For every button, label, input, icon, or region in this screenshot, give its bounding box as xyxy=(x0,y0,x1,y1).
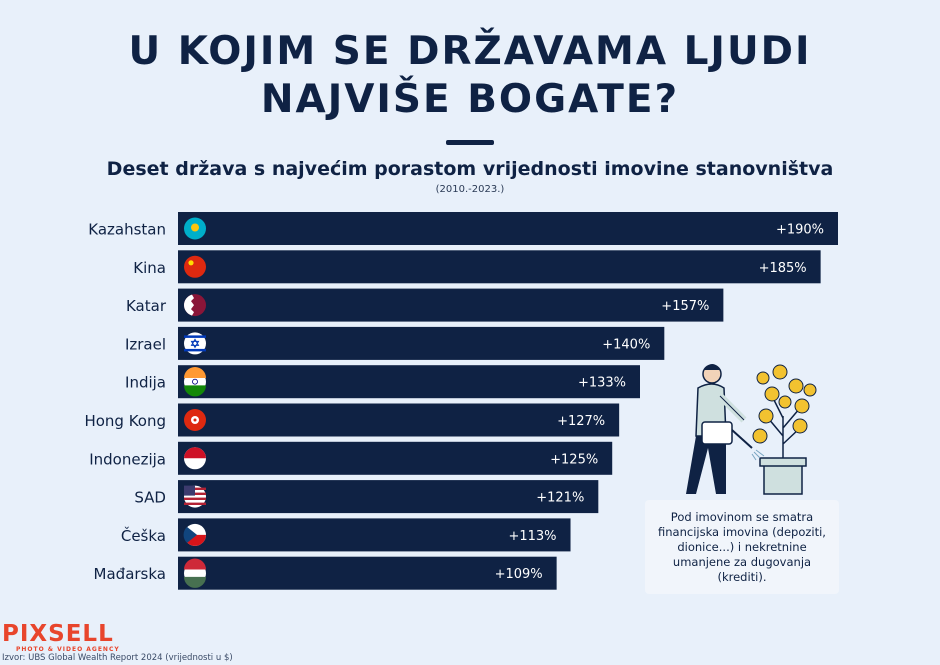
bar-row: Katar +157% xyxy=(126,288,724,322)
flag-usa-icon xyxy=(184,485,206,508)
page-title: U KOJIM SE DRŽAVAMA LJUDI NAJVIŠE BOGATE… xyxy=(0,28,940,124)
flag-india-icon xyxy=(184,367,206,397)
flag-china-icon xyxy=(184,255,206,278)
bar-row: Indonezija +125% xyxy=(89,441,613,475)
value-label: +109% xyxy=(495,567,543,582)
bar xyxy=(178,518,571,552)
category-label: Mađarska xyxy=(94,565,166,583)
value-label: +121% xyxy=(536,491,584,506)
bar xyxy=(178,365,640,399)
category-label: Indonezija xyxy=(89,450,166,468)
category-label: Izrael xyxy=(125,335,166,353)
title-line-2: NAJVIŠE BOGATE? xyxy=(260,77,680,122)
title-divider xyxy=(446,140,494,145)
bar-row: Indija +133% xyxy=(125,365,640,399)
flag-hungary-icon xyxy=(184,558,206,588)
value-label: +113% xyxy=(508,529,556,544)
bar-row: Mađarska +109% xyxy=(94,556,557,590)
brand-tagline: PHOTO & VIDEO AGENCY xyxy=(16,646,120,653)
definition-note: Pod imovinom se smatra financijska imovi… xyxy=(645,500,839,594)
flag-kazakhstan-icon xyxy=(184,217,206,240)
category-label: Kina xyxy=(133,259,166,277)
category-label: Češka xyxy=(121,526,166,545)
chart-period: (2010.-2023.) xyxy=(435,184,505,195)
flag-qatar-icon xyxy=(184,294,206,317)
flag-israel-icon xyxy=(184,332,206,355)
category-label: Kazahstan xyxy=(88,221,166,239)
value-label: +133% xyxy=(578,376,626,391)
value-label: +140% xyxy=(602,337,650,352)
title-line-1: U KOJIM SE DRŽAVAMA LJUDI xyxy=(128,29,812,74)
source-note: Izvor: UBS Global Wealth Report 2024 (vr… xyxy=(2,653,233,663)
bar xyxy=(178,403,620,437)
bar-row: Hong Kong +127% xyxy=(84,403,620,437)
category-label: Katar xyxy=(126,297,167,315)
money-tree-illustration-icon xyxy=(686,364,817,495)
definition-note-text: Pod imovinom se smatra financijska imovi… xyxy=(658,509,826,584)
bar xyxy=(178,288,724,322)
category-label: SAD xyxy=(134,489,166,507)
bar xyxy=(178,441,613,475)
value-label: +190% xyxy=(776,223,824,238)
bar xyxy=(178,480,599,514)
bar-row: Izrael +140% xyxy=(125,326,665,360)
category-label: Hong Kong xyxy=(84,412,166,430)
value-label: +157% xyxy=(661,299,709,314)
value-label: +185% xyxy=(759,261,807,276)
bar-row: SAD +121% xyxy=(134,480,599,514)
bar xyxy=(178,250,821,284)
bar-row: Kazahstan +190% xyxy=(88,212,838,245)
bar xyxy=(178,326,665,360)
flag-czechia-icon xyxy=(183,523,206,546)
flag-hong-kong-icon xyxy=(184,409,206,431)
value-label: +125% xyxy=(550,452,598,467)
value-label: +127% xyxy=(557,414,605,429)
bar xyxy=(178,556,557,590)
chart-subtitle: Deset država s najvećim porastom vrijedn… xyxy=(106,158,834,180)
category-label: Indija xyxy=(125,374,166,392)
bar-row: Češka +113% xyxy=(121,518,571,552)
flag-indonesia-icon xyxy=(184,447,206,470)
bar xyxy=(178,212,838,245)
brand-logo: PIXSELL xyxy=(2,621,114,647)
bar-row: Kina +185% xyxy=(133,250,821,284)
